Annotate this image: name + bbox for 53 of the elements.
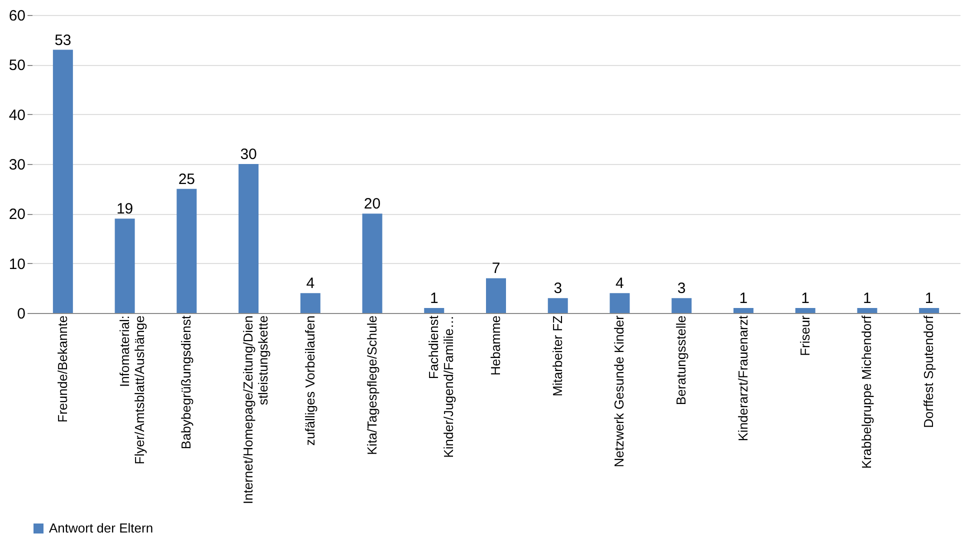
data-label: 1	[863, 290, 872, 308]
data-label: 25	[178, 170, 196, 188]
bar	[362, 214, 382, 313]
bar	[610, 293, 630, 313]
data-label: 3	[554, 280, 562, 298]
x-tick-label: Kinderarzt/Frauenarzt	[735, 315, 750, 442]
y-tick-label: 30	[8, 156, 26, 174]
bar	[424, 308, 444, 313]
data-label: 4	[306, 275, 315, 292]
x-tick-label: Mitarbeiter FZ	[550, 315, 565, 396]
bar	[919, 308, 940, 313]
x-tick-label: Krabbelgruppe Michendorf	[859, 315, 874, 469]
bar	[176, 188, 197, 313]
x-tick-label: Babybegrüßungsdienst	[178, 315, 194, 450]
data-label: 20	[364, 196, 381, 213]
x-tick-label: Internet/Homepage/Zeitung/Dien stleistungskette	[240, 316, 271, 504]
bar	[52, 50, 73, 313]
bar	[548, 298, 568, 313]
data-label: 1	[739, 290, 748, 308]
x-tick-label: Fachdienst Kinder/Jugend/Familie…	[426, 315, 456, 458]
y-tick-label: 20	[8, 206, 26, 224]
x-tick-label: Friseur	[797, 314, 812, 356]
x-tick-label: Infomaterial: Flyer/Amtsblatt/Aushänge	[116, 316, 147, 464]
x-tick-label: Kita/Tagespflege/Schule	[364, 316, 380, 455]
bar	[795, 308, 816, 313]
bar	[857, 308, 878, 313]
data-label: 7	[492, 260, 500, 278]
y-tick-label: 10	[8, 256, 26, 273]
y-tick-label: 50	[8, 57, 26, 74]
y-tick-label: 0	[17, 306, 26, 322]
bar	[672, 298, 692, 313]
x-tick-label: Netzwerk Gesunde Kinder	[612, 314, 627, 468]
data-label: 53	[54, 32, 72, 49]
y-tick-label: 40	[8, 106, 26, 124]
bar	[238, 164, 259, 313]
y-tick-label: 60	[8, 8, 26, 24]
data-label: 30	[240, 146, 257, 163]
data-label: 19	[116, 200, 134, 218]
data-label: 1	[801, 290, 810, 308]
data-label: 4	[616, 275, 624, 292]
bar	[486, 278, 506, 313]
legend-label: Antwort der Eltern	[49, 520, 154, 536]
x-tick-label: Dorffest Sputendorf	[921, 315, 936, 428]
bar	[300, 293, 320, 313]
x-tick-label: Beratungsstelle	[674, 316, 689, 406]
x-tick-label: zufälliges Vorbeilaufen	[302, 316, 318, 446]
data-label: 3	[677, 280, 686, 298]
bar	[733, 308, 754, 313]
x-tick-label: Hebamme	[488, 316, 503, 376]
data-label: 1	[924, 290, 934, 308]
x-tick-label: Freunde/Bekannte	[54, 316, 70, 422]
bar	[114, 218, 135, 313]
data-label: 1	[430, 290, 438, 308]
